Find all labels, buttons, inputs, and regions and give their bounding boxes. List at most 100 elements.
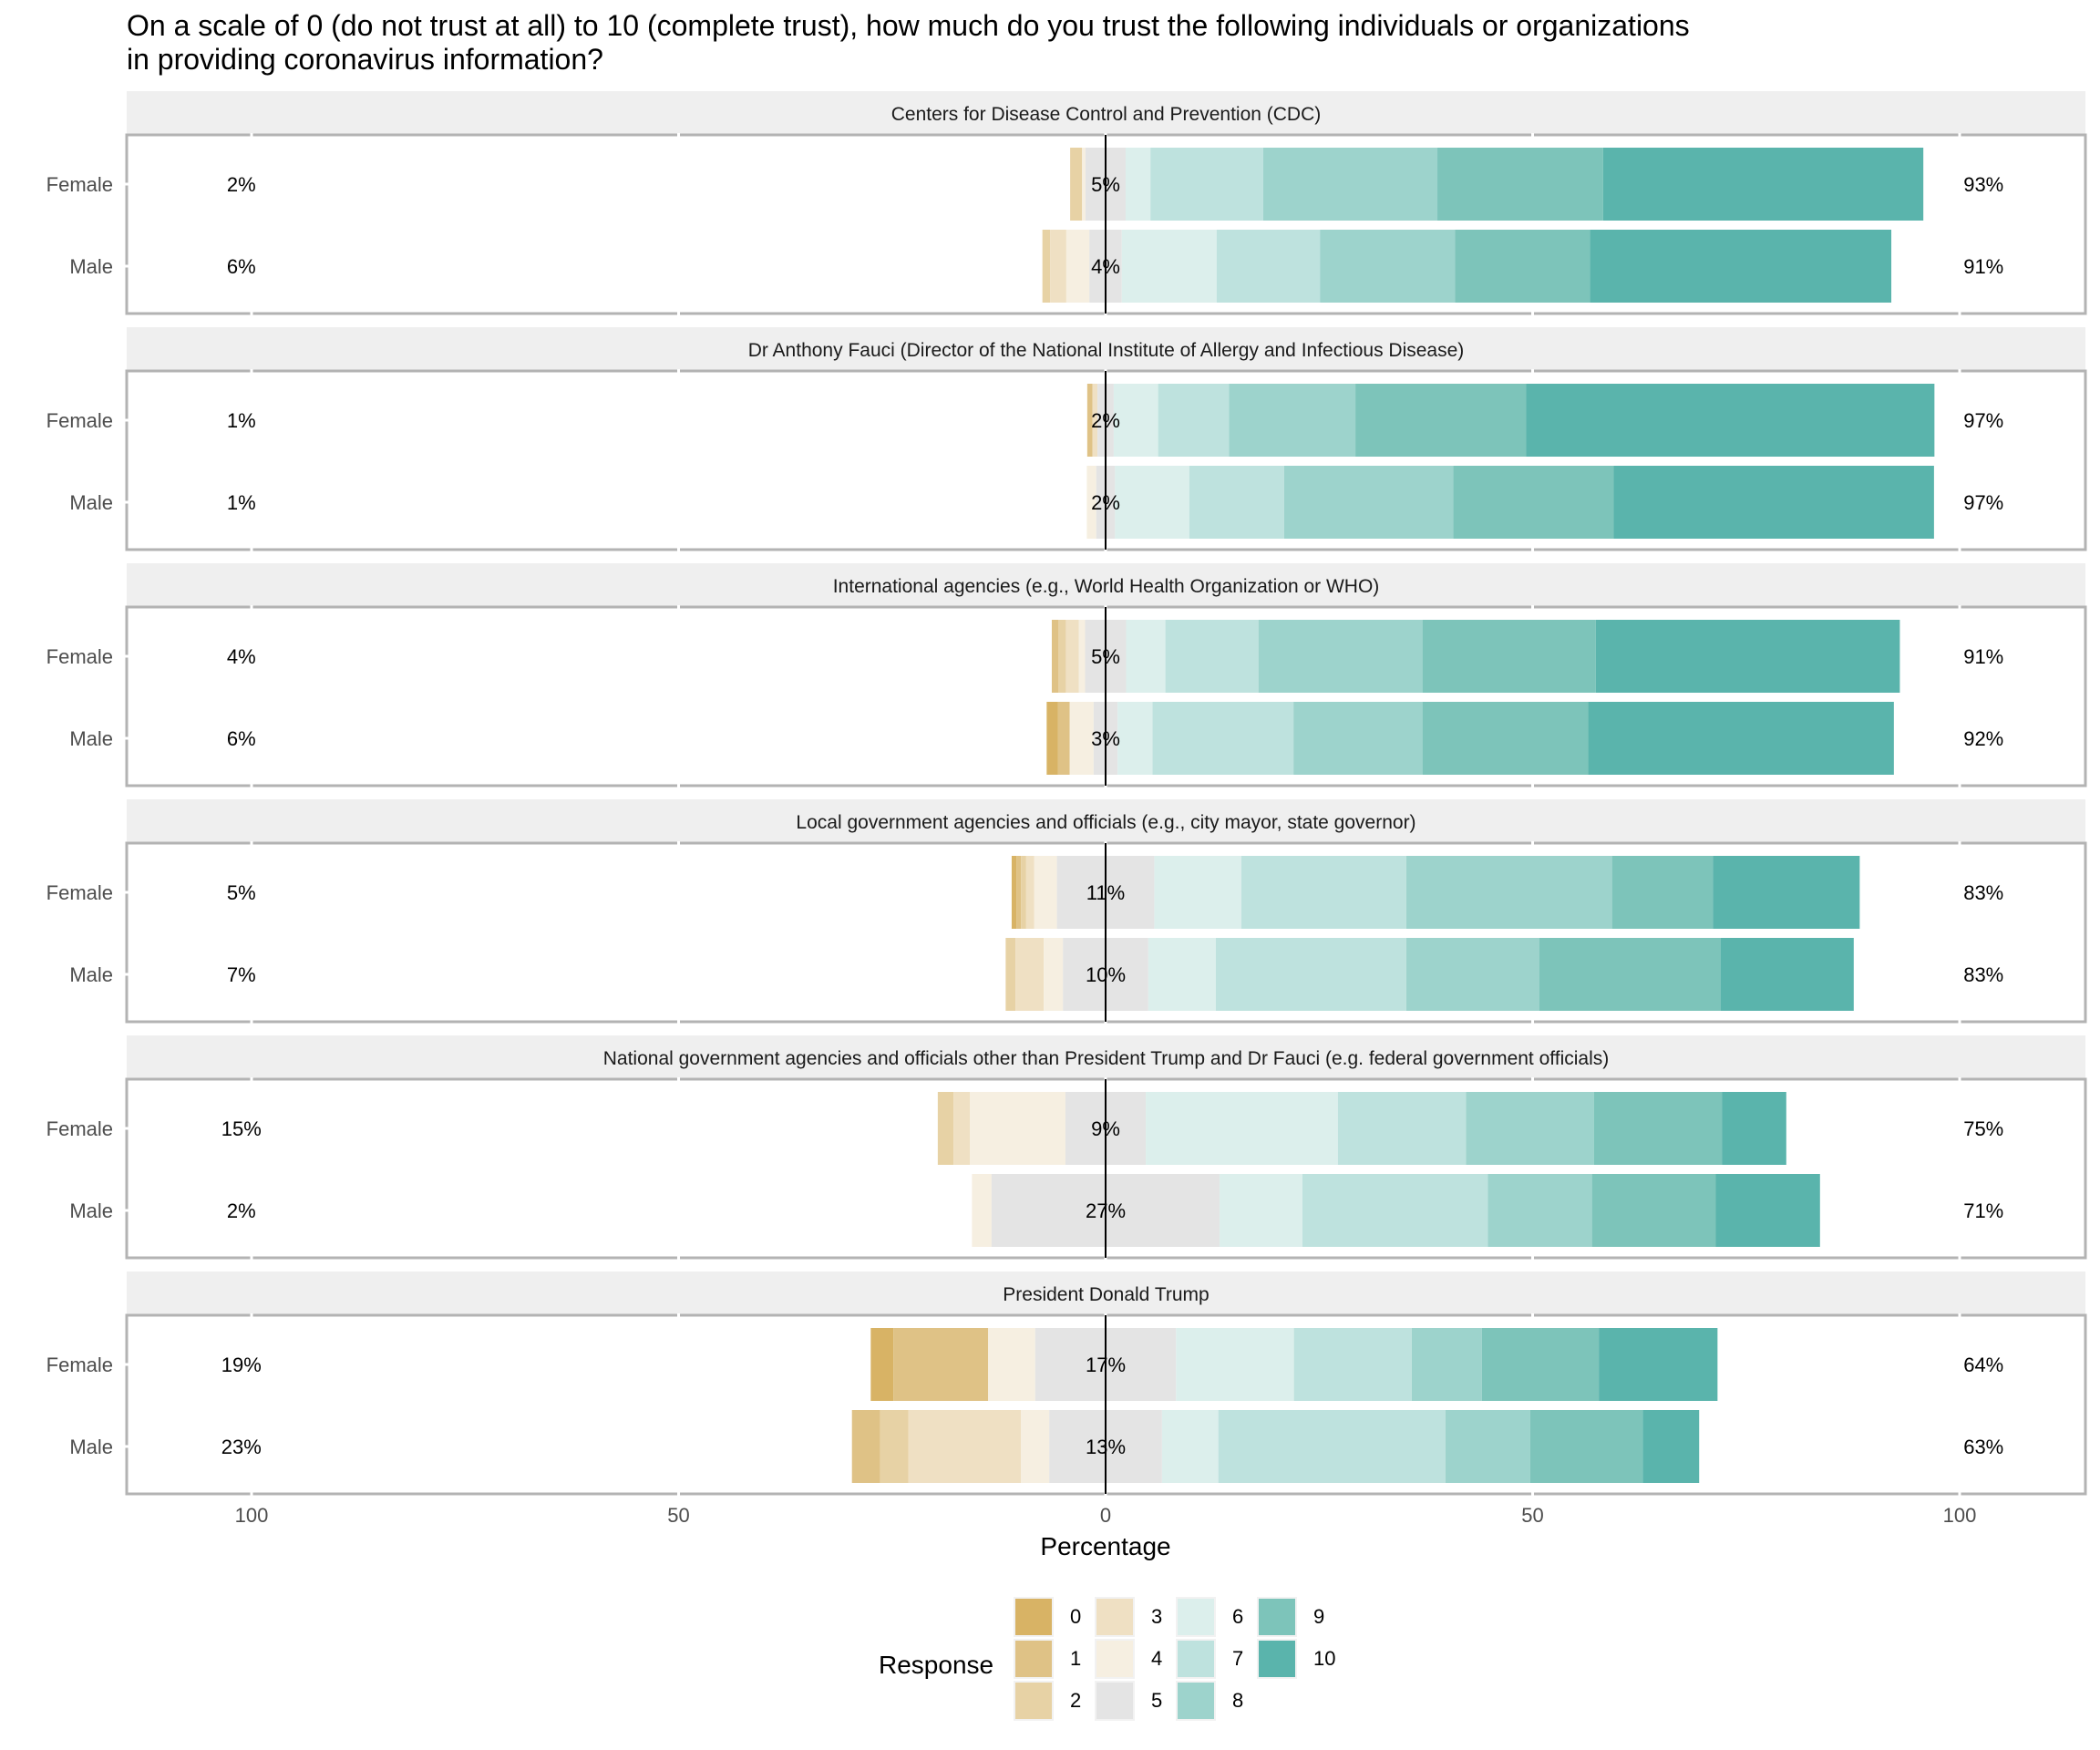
legend-label: 0 bbox=[1070, 1605, 1082, 1628]
bar-segment-10 bbox=[1590, 230, 1892, 303]
bar-segment-8 bbox=[1229, 384, 1356, 457]
bar-segment-1 bbox=[1057, 702, 1070, 775]
bar-segment-4 bbox=[1044, 938, 1064, 1011]
legend-label: 6 bbox=[1232, 1605, 1244, 1628]
legend-swatch bbox=[1176, 1681, 1216, 1721]
bar-segment-8 bbox=[1445, 1410, 1530, 1483]
bar-segment-3 bbox=[1065, 620, 1079, 693]
bar-segment-9 bbox=[1611, 856, 1714, 929]
high-trust-label: 83% bbox=[1963, 881, 2003, 904]
low-trust-label: 23% bbox=[221, 1436, 262, 1458]
bar-segment-4 bbox=[970, 1092, 1065, 1165]
neutral-label: 10% bbox=[1086, 963, 1126, 986]
legend-swatch bbox=[1176, 1639, 1216, 1679]
bar-segment-10 bbox=[1642, 1410, 1700, 1483]
bar-segment-7 bbox=[1158, 384, 1230, 457]
bar-segment-4 bbox=[1065, 230, 1090, 303]
y-tick-label: Female bbox=[46, 1117, 113, 1140]
bar-segment-0 bbox=[870, 1328, 894, 1401]
x-tick-label: 100 bbox=[1943, 1504, 1977, 1527]
legend-label: 10 bbox=[1313, 1647, 1336, 1670]
neutral-label: 2% bbox=[1091, 409, 1120, 432]
bar-segment-1 bbox=[851, 1410, 880, 1483]
neutral-label: 3% bbox=[1091, 727, 1120, 750]
bar-segment-2 bbox=[1057, 620, 1066, 693]
low-trust-label: 1% bbox=[227, 409, 256, 432]
low-trust-label: 7% bbox=[227, 963, 256, 986]
high-trust-label: 91% bbox=[1963, 255, 2003, 278]
legend-swatch bbox=[1014, 1597, 1054, 1637]
bar-segment-7 bbox=[1302, 1174, 1488, 1247]
bar-segment-7 bbox=[1337, 1092, 1467, 1165]
bar-segment-2 bbox=[1021, 856, 1026, 929]
low-trust-label: 6% bbox=[227, 255, 256, 278]
bar-segment-4 bbox=[1078, 620, 1086, 693]
bar-segment-3 bbox=[1092, 384, 1098, 457]
y-tick-label: Female bbox=[46, 173, 113, 196]
y-tick-label: Male bbox=[69, 1199, 113, 1222]
bar-segment-8 bbox=[1293, 702, 1423, 775]
bar-segment-6 bbox=[1176, 1328, 1294, 1401]
bar-segment-9 bbox=[1437, 148, 1603, 221]
low-trust-label: 15% bbox=[221, 1117, 262, 1140]
bar-segment-8 bbox=[1488, 1174, 1592, 1247]
bar-segment-9 bbox=[1591, 1174, 1716, 1247]
bar-segment-2 bbox=[937, 1092, 954, 1165]
bar-segment-7 bbox=[1216, 230, 1321, 303]
bar-segment-9 bbox=[1455, 230, 1590, 303]
bar-segment-6 bbox=[1113, 384, 1158, 457]
bar-segment-1 bbox=[1016, 856, 1022, 929]
low-trust-label: 2% bbox=[227, 1199, 256, 1222]
facet-label: National government agencies and officia… bbox=[603, 1048, 1609, 1069]
bar-segment-10 bbox=[1602, 148, 1924, 221]
legend-item: 7 bbox=[1176, 1639, 1243, 1679]
bar-segment-1 bbox=[893, 1328, 989, 1401]
bar-segment-6 bbox=[1126, 148, 1151, 221]
neutral-label: 17% bbox=[1086, 1354, 1126, 1376]
legend-item: 2 bbox=[1014, 1681, 1081, 1721]
bar-segment-6 bbox=[1121, 230, 1217, 303]
bar-segment-6 bbox=[1220, 1174, 1302, 1247]
neutral-label: 27% bbox=[1086, 1199, 1126, 1222]
y-tick-label: Male bbox=[69, 727, 113, 750]
facet-strip bbox=[127, 327, 2085, 371]
bar-segment-8 bbox=[1405, 938, 1539, 1011]
bar-segment-7 bbox=[1218, 1410, 1446, 1483]
bar-segment-4 bbox=[988, 1328, 1035, 1401]
bar-segment-7 bbox=[1152, 702, 1294, 775]
low-trust-label: 6% bbox=[227, 727, 256, 750]
legend-label: 1 bbox=[1070, 1647, 1082, 1670]
bar-segment-2 bbox=[1070, 148, 1083, 221]
bar-segment-0 bbox=[1011, 856, 1017, 929]
bar-segment-7 bbox=[1189, 466, 1284, 539]
bar-segment-6 bbox=[1161, 1410, 1219, 1483]
legend-label: 3 bbox=[1151, 1605, 1163, 1628]
bar-segment-4 bbox=[1086, 466, 1096, 539]
bar-segment-8 bbox=[1411, 1328, 1482, 1401]
bar-segment-6 bbox=[1115, 466, 1189, 539]
low-trust-label: 1% bbox=[227, 491, 256, 514]
facet-label: Local government agencies and officials … bbox=[796, 812, 1415, 833]
low-trust-label: 2% bbox=[227, 173, 256, 196]
bar-segment-6 bbox=[1126, 620, 1166, 693]
high-trust-label: 63% bbox=[1963, 1436, 2003, 1458]
legend-swatch bbox=[1095, 1639, 1135, 1679]
neutral-label: 4% bbox=[1091, 255, 1120, 278]
bar-segment-10 bbox=[1720, 938, 1854, 1011]
low-trust-label: 4% bbox=[227, 645, 256, 668]
bar-segment-10 bbox=[1599, 1328, 1718, 1401]
bar-segment-10 bbox=[1713, 856, 1860, 929]
legend-swatch bbox=[1095, 1597, 1135, 1637]
bar-segment-3 bbox=[1015, 938, 1045, 1011]
y-tick-label: Male bbox=[69, 491, 113, 514]
bar-segment-3 bbox=[1025, 856, 1035, 929]
bar-segment-3 bbox=[953, 1092, 971, 1165]
facet-label: Dr Anthony Fauci (Director of the Nation… bbox=[748, 340, 1465, 361]
legend-item: 3 bbox=[1095, 1597, 1162, 1637]
bar-segment-7 bbox=[1150, 148, 1263, 221]
legend-label: 5 bbox=[1151, 1689, 1163, 1712]
low-trust-label: 19% bbox=[221, 1354, 262, 1376]
x-tick-label: 100 bbox=[235, 1504, 269, 1527]
bar-segment-2 bbox=[880, 1410, 909, 1483]
